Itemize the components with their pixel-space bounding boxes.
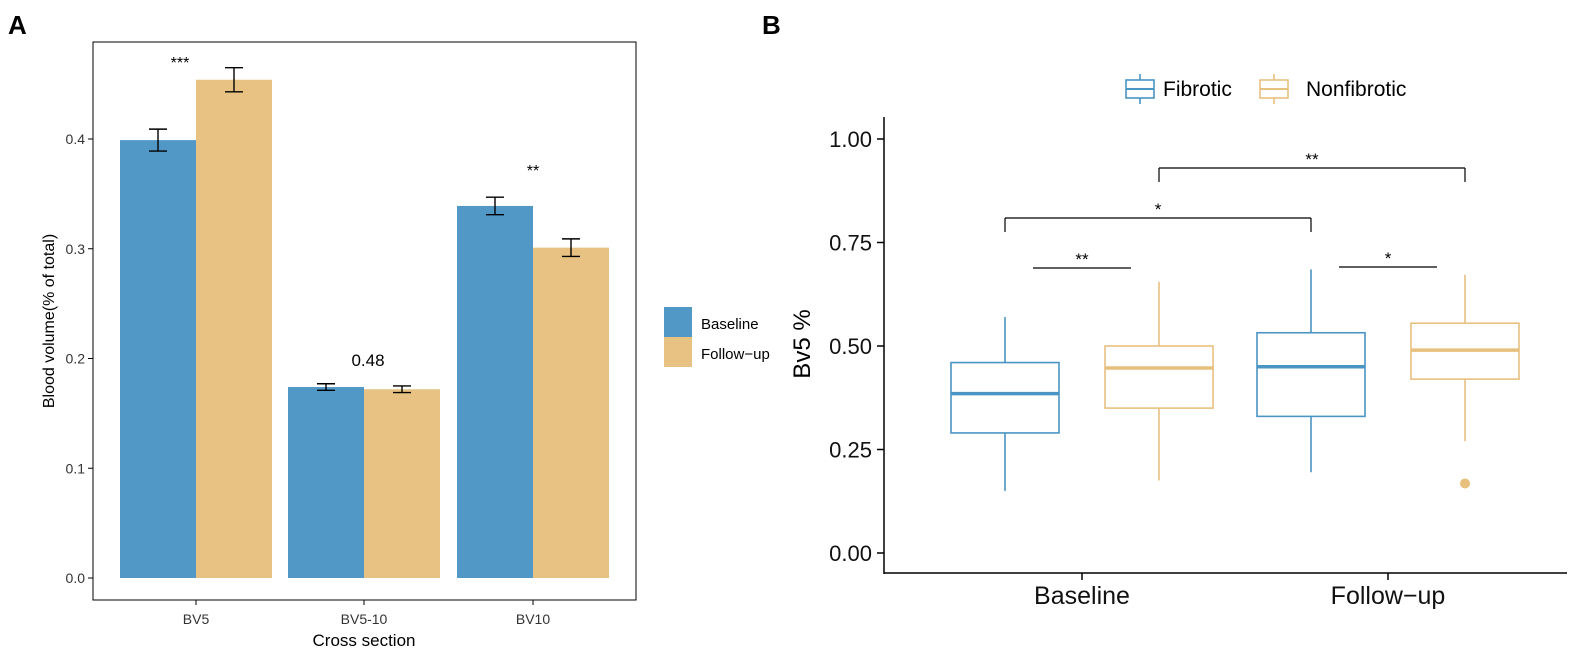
bar-bv5-follow-up [196, 79, 272, 579]
box-iqr [1256, 331, 1366, 418]
panel-b-label: B [762, 10, 781, 40]
panel-a-label: A [8, 10, 27, 40]
x-tick-label-bv5: BV5 [183, 611, 210, 627]
panel-a-annotation-bv10: ** [527, 163, 539, 180]
box-iqr [1104, 345, 1214, 409]
panel-b-y-axis-label: Bv5 % [789, 309, 816, 378]
panel-b-boxes [950, 269, 1520, 491]
panel-a-annotation-bv5-10: 0.48 [351, 351, 384, 370]
box-follow-up-fibrotic [1256, 269, 1366, 473]
error-bar-bv5-10-baseline [317, 383, 335, 392]
y-tick-label-1: 0.25 [829, 438, 872, 463]
legend-key-fibrotic [1125, 74, 1155, 104]
significance-bracket-3: ** [1158, 150, 1466, 182]
panel-a: A 0.0 0.1 0.2 0.3 0.4 BV5 BV5-10 BV10 *** 0.48… [8, 10, 770, 650]
outlier-point-0 [1460, 478, 1470, 489]
legend-swatch-follow-up [664, 337, 692, 367]
box-baseline-nonfibrotic [1104, 281, 1214, 481]
bar-bv10-follow-up [533, 247, 609, 578]
significance-bracket-0: ** [1033, 250, 1131, 269]
panel-a-annotation-bv5: *** [171, 55, 190, 72]
significance-label-2: * [1155, 200, 1162, 219]
bar-bv5-baseline [120, 140, 196, 578]
y-tick-label-0: 0.00 [829, 541, 872, 566]
significance-label-0: ** [1075, 250, 1089, 269]
legend-key-nonfibrotic [1259, 74, 1289, 104]
y-tick-label-0: 0.0 [66, 570, 86, 586]
y-tick-label-3: 0.3 [66, 241, 86, 257]
x-tick-label-bv5-10: BV5-10 [341, 611, 388, 627]
y-tick-label-1: 0.1 [66, 460, 86, 476]
box-baseline-fibrotic [950, 317, 1060, 491]
legend-label-nonfibrotic: Nonfibrotic [1306, 78, 1406, 101]
y-tick-label-3: 0.75 [829, 231, 872, 256]
error-bar-bv5-baseline [149, 128, 167, 152]
panel-a-y-axis-label: Blood volume(% of total) [41, 234, 58, 408]
y-tick-label-4: 1.00 [829, 127, 872, 152]
panel-b: B 0.00 0.25 0.50 0.75 1.00 Baseline Follow−up… [762, 10, 1567, 610]
box-iqr [950, 361, 1060, 434]
x-tick-label-baseline: Baseline [1034, 582, 1130, 610]
error-bar-bv5-10-follow-up [393, 385, 411, 394]
panel-b-x-axis: Baseline Follow−up [1034, 573, 1445, 610]
significance-bracket-1: * [1339, 249, 1437, 268]
panel-a-y-axis: 0.0 0.1 0.2 0.3 0.4 [66, 131, 93, 586]
panel-a-legend: Baseline Follow−up [664, 307, 770, 367]
error-bar-bv5-follow-up [225, 66, 243, 93]
x-tick-label-bv10: BV10 [516, 611, 550, 627]
panel-a-bars [120, 79, 609, 579]
panel-a-x-axis-label: Cross section [313, 631, 416, 650]
bar-bv5-10-baseline [288, 387, 364, 578]
y-tick-label-4: 0.4 [66, 131, 86, 147]
y-tick-label-2: 0.50 [829, 334, 872, 359]
error-bar-bv10-baseline [486, 196, 504, 216]
legend-swatch-baseline [664, 307, 692, 337]
x-tick-label-follow-up: Follow−up [1331, 582, 1446, 610]
panel-b-legend: Fibrotic Nonfibrotic [1125, 74, 1406, 104]
bar-bv10-baseline [457, 205, 533, 578]
panel-a-error-bars [149, 66, 580, 394]
panel-b-y-axis: 0.00 0.25 0.50 0.75 1.00 [829, 127, 884, 566]
significance-bracket-2: * [1004, 200, 1312, 232]
panel-a-x-axis: BV5 BV5-10 BV10 [183, 600, 550, 627]
legend-label-baseline: Baseline [701, 316, 759, 333]
error-bar-bv10-follow-up [562, 238, 580, 258]
y-tick-label-2: 0.2 [66, 351, 86, 367]
significance-label-1: * [1385, 249, 1392, 268]
box-follow-up-nonfibrotic [1410, 274, 1520, 489]
significance-label-3: ** [1305, 150, 1319, 169]
bar-bv5-10-follow-up [364, 389, 440, 578]
panel-b-significance: ** **** [1004, 150, 1466, 269]
legend-label-follow-up: Follow−up [701, 346, 770, 363]
legend-label-fibrotic: Fibrotic [1163, 78, 1232, 101]
